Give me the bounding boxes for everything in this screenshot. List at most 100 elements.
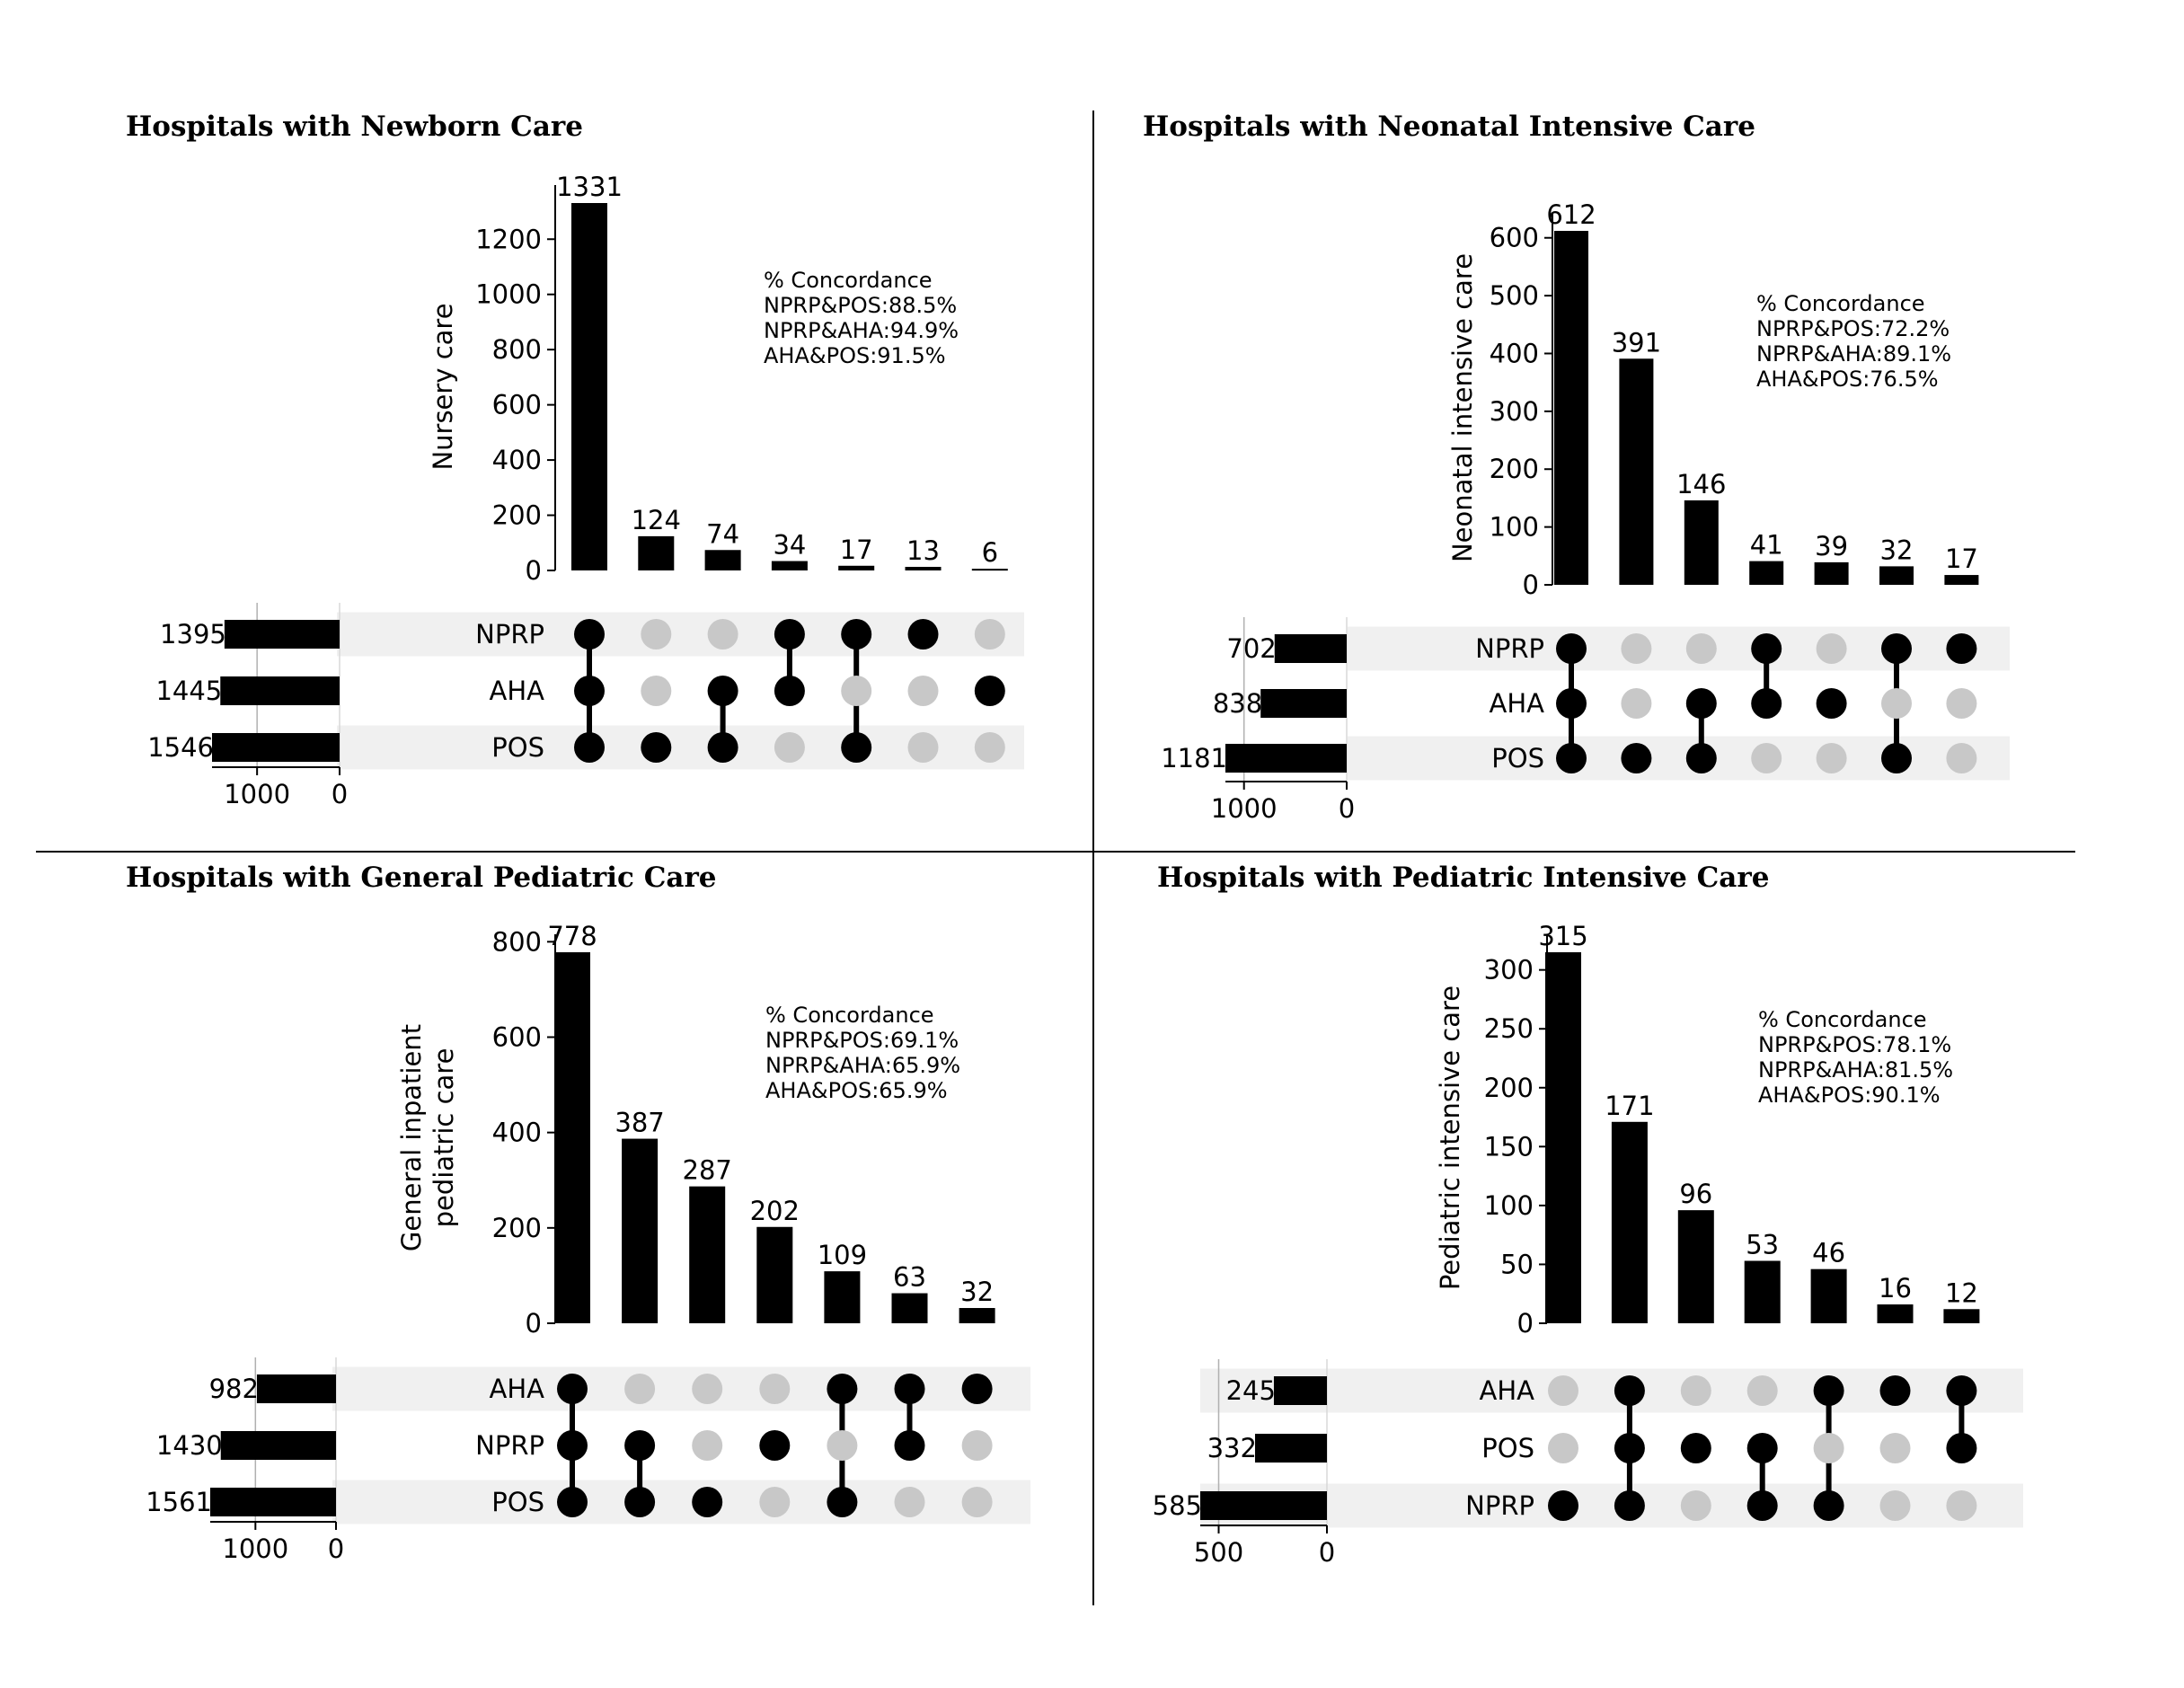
set-label: NPRP (1465, 1490, 1534, 1521)
intersection-bar (1879, 566, 1914, 585)
concordance-line: AHA&POS:76.5% (1756, 367, 1939, 392)
matrix-dot-active (1946, 1375, 1977, 1406)
set-total-label: 1546 (147, 732, 214, 763)
y-tick-label: 400 (492, 1118, 542, 1148)
concordance-annotation: % ConcordanceNPRP&POS:69.1%NPRP&AHA:65.9… (765, 1003, 960, 1103)
totals-tick-label: 0 (1339, 793, 1355, 824)
matrix-dot-inactive (894, 1487, 925, 1517)
y-tick-label: 200 (1490, 454, 1539, 484)
bar-value-label: 612 (1546, 199, 1596, 230)
set-total-bar (212, 733, 340, 762)
set-total-bar (1274, 634, 1347, 663)
concordance-line: AHA&POS:65.9% (765, 1078, 948, 1103)
matrix-dot-inactive (759, 1374, 791, 1404)
totals-tick-label: 0 (1319, 1537, 1335, 1568)
panel-3: Hospitals with General Pediatric Care 0 20… (126, 862, 1030, 1564)
concordance-heading: % Concordance (765, 1003, 934, 1028)
matrix-dot-inactive (1946, 743, 1977, 773)
matrix-dot-active (1556, 743, 1587, 773)
matrix-dot-active (841, 732, 872, 763)
intersection-bar (838, 565, 875, 570)
set-label: NPRP (1475, 633, 1544, 664)
matrix-dot-inactive (1751, 743, 1782, 773)
concordance-line: NPRP&POS:88.5% (764, 293, 957, 318)
intersection-bar (622, 1138, 659, 1323)
intersection-bar (1619, 358, 1654, 585)
set-total-bar (1273, 1376, 1327, 1405)
set-total-label: 585 (1153, 1490, 1202, 1521)
panel-2: Hospitals with Neonatal Intensive Care 0 1… (1143, 110, 2010, 824)
intersection-bar (891, 1293, 928, 1323)
matrix-dot-inactive (1879, 1490, 1911, 1521)
matrix-dot-inactive (961, 1430, 993, 1461)
matrix-dot-active (557, 1487, 588, 1517)
y-axis-label: Nursery care (428, 303, 458, 470)
bar-value-label: 34 (773, 530, 806, 561)
intersection-bar (1943, 1309, 1980, 1323)
concordance-line: NPRP&AHA:81.5% (1758, 1057, 1953, 1083)
panel-dividers (36, 110, 2075, 1605)
set-total-label: 332 (1207, 1433, 1257, 1463)
y-tick-label: 600 (1490, 223, 1539, 253)
y-tick-label: 1000 (475, 279, 542, 310)
y-tick-label: 0 (1517, 1308, 1534, 1339)
set-total-label: 1445 (155, 676, 222, 706)
bar-value-label: 32 (1880, 535, 1914, 565)
set-total-bar (224, 620, 340, 649)
bar-value-label: 17 (1945, 544, 1978, 574)
matrix-dot-active (1621, 743, 1652, 773)
totals-tick-label: 1000 (1211, 793, 1278, 824)
matrix-dot-inactive (1946, 688, 1977, 719)
set-label: AHA (490, 676, 545, 706)
concordance-line: NPRP&POS:78.1% (1758, 1032, 1951, 1057)
bar-value-label: 53 (1746, 1230, 1779, 1260)
matrix-dot-active (841, 619, 872, 650)
intersection-bar (1749, 561, 1784, 585)
set-label: AHA (490, 1374, 545, 1404)
panels: Hospitals with Newborn Care0200400600800… (126, 110, 2023, 1568)
intersection-bar (1814, 561, 1849, 585)
set-total-bar (210, 1488, 336, 1516)
matrix-row-shade (332, 1480, 1030, 1525)
set-total-label: 702 (1226, 633, 1276, 664)
y-axis-label: Neonatal intensive care (1447, 253, 1478, 562)
matrix-dot-inactive (641, 676, 672, 706)
matrix-dot-active (1879, 1375, 1911, 1406)
set-total-bar (220, 676, 340, 705)
concordance-heading: % Concordance (1756, 291, 1925, 316)
set-label: NPRP (475, 1430, 544, 1461)
set-total-bar (220, 1431, 336, 1460)
matrix-dot-active (961, 1374, 993, 1404)
totals-tick-label: 1000 (224, 779, 290, 809)
matrix-dot-inactive (974, 619, 1005, 650)
intersection-bar (638, 535, 675, 570)
intersection-bar (756, 1226, 793, 1323)
y-tick-label: 500 (1490, 280, 1539, 311)
matrix-dot-inactive (1816, 633, 1847, 664)
set-label: POS (1491, 743, 1544, 773)
intersection-bar (959, 1308, 995, 1323)
matrix-dot-active (894, 1374, 925, 1404)
y-tick-label: 100 (1490, 512, 1539, 543)
totals-tick-label: 1000 (222, 1533, 288, 1564)
y-tick-label: 100 (1484, 1190, 1534, 1221)
matrix-dot-active (1685, 688, 1717, 719)
concordance-annotation: % ConcordanceNPRP&POS:88.5%NPRP&AHA:94.9… (764, 268, 959, 368)
matrix-dot-inactive (1881, 688, 1912, 719)
bar-value-label: 96 (1679, 1179, 1712, 1209)
bar-value-label: 146 (1676, 469, 1726, 499)
bar-value-label: 32 (960, 1277, 994, 1307)
matrix-dot-active (1614, 1433, 1645, 1463)
panel-title: Hospitals with Newborn Care (126, 110, 583, 143)
intersection-bar (1744, 1260, 1781, 1323)
matrix-dot-active (907, 619, 939, 650)
matrix-dot-active (759, 1430, 791, 1461)
matrix-dot-active (1946, 1433, 1977, 1463)
y-tick-label: 200 (1484, 1073, 1534, 1103)
matrix-dot-active (574, 619, 605, 650)
matrix-dot-active (774, 619, 805, 650)
bar-value-label: 287 (683, 1155, 732, 1186)
matrix-dot-active (1680, 1433, 1711, 1463)
intersection-bar (689, 1186, 726, 1323)
